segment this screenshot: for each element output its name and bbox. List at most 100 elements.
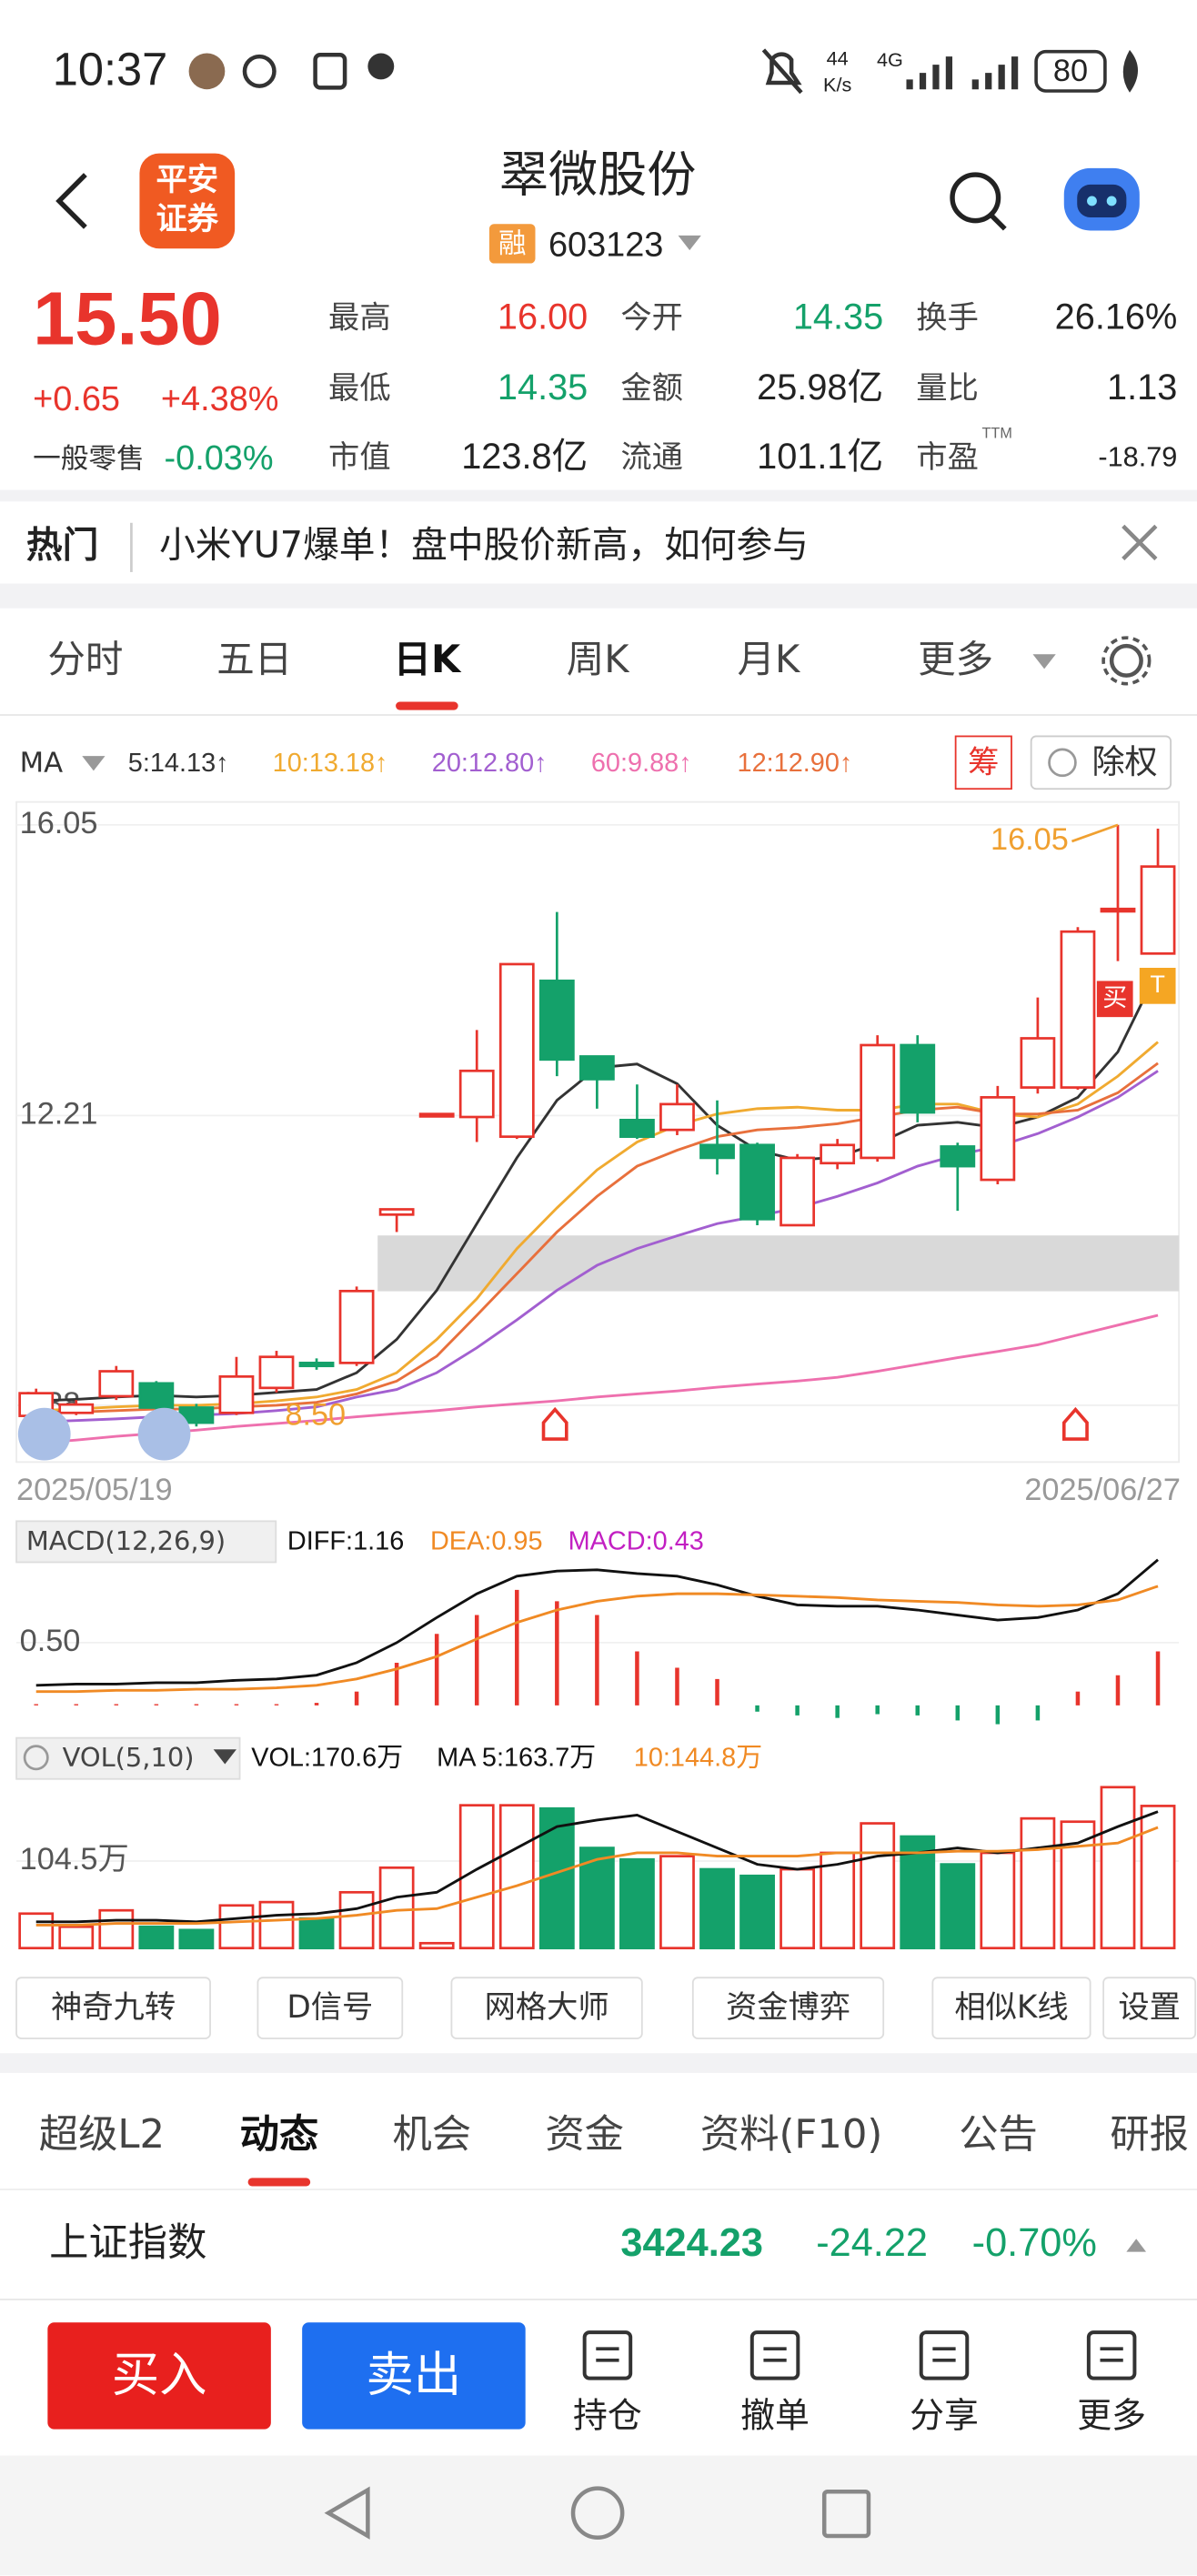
volume-bar xyxy=(18,1912,55,1950)
vol-dropdown[interactable] xyxy=(213,1749,236,1765)
volume-bar xyxy=(258,1900,295,1950)
kline-chart: 16.0512.218.385:14.13↑10:13.18↑20:12.80↑… xyxy=(16,749,1180,1445)
action-icon-detail xyxy=(932,2347,956,2362)
tool-button[interactable] xyxy=(1102,1977,1197,2039)
info-tabs: 超级L2 动态 机会 资金 资料(F10) 公告 研报 xyxy=(39,2112,1189,2187)
macd-selector[interactable] xyxy=(15,1520,277,1564)
volume-bar xyxy=(699,1867,735,1950)
info-tab[interactable]: 超级L2 xyxy=(39,2112,165,2158)
info-tab[interactable]: 机会 xyxy=(392,2112,471,2158)
buy-button[interactable] xyxy=(47,2322,271,2430)
nav-bar xyxy=(0,2455,1197,2576)
stat-note: TTM xyxy=(982,426,1012,442)
close-button[interactable] xyxy=(1122,524,1158,561)
volume-bar xyxy=(780,1867,816,1950)
vol-selector[interactable] xyxy=(15,1736,241,1780)
info-tab[interactable]: 研报 xyxy=(1110,2112,1189,2158)
stat-value: 16.00 xyxy=(498,297,588,337)
candle-body xyxy=(780,1156,816,1227)
battery-level: 80 xyxy=(1053,54,1088,88)
tab-indicator xyxy=(247,2178,311,2187)
event-icon[interactable] xyxy=(1061,1406,1089,1441)
nav-recent[interactable] xyxy=(821,2489,871,2539)
volume-bar xyxy=(298,1917,335,1950)
logo-text: 平安 xyxy=(156,162,219,198)
period-tab[interactable]: 分时 xyxy=(47,637,123,681)
action-icon[interactable] xyxy=(582,2330,633,2380)
candle-body xyxy=(418,1112,455,1118)
candle-body xyxy=(860,1043,896,1160)
tool-button[interactable] xyxy=(256,1977,404,2039)
candle-body xyxy=(900,1043,936,1114)
tool-button[interactable] xyxy=(450,1977,643,2039)
tool-button[interactable] xyxy=(931,1977,1091,2039)
status-time: 10:37 xyxy=(53,43,167,95)
action-icon[interactable] xyxy=(1086,2330,1137,2380)
candle-body xyxy=(659,1102,695,1132)
signal-icon xyxy=(906,56,1019,90)
info-tab[interactable]: 公告 xyxy=(959,2112,1038,2158)
expand-button[interactable] xyxy=(17,1407,71,1461)
volume-bar xyxy=(58,1925,95,1950)
sector: 一般零售 xyxy=(33,444,145,476)
tool-button[interactable] xyxy=(15,1977,211,2039)
sell-button[interactable] xyxy=(302,2322,526,2430)
action-icon[interactable] xyxy=(749,2330,800,2380)
battery-icon xyxy=(1034,49,1107,93)
candle-body xyxy=(619,1118,655,1138)
ma-legend: 5:14.13↑ xyxy=(128,749,229,778)
info-tab[interactable]: 资金 xyxy=(545,2112,624,2158)
logo xyxy=(139,153,236,249)
nav-back[interactable] xyxy=(324,2486,370,2540)
period-tab[interactable]: 日K xyxy=(394,637,463,681)
event-icon[interactable] xyxy=(541,1406,568,1441)
volume-bar xyxy=(178,1928,215,1950)
action-icon[interactable] xyxy=(919,2330,970,2380)
volume-bar xyxy=(940,1863,976,1950)
chips-label: 筹 xyxy=(968,745,999,781)
macd-line xyxy=(35,1558,1159,1687)
stat-value: 25.98亿 xyxy=(757,367,883,408)
tool-label: 神奇九转 xyxy=(51,1989,176,2026)
stat-label: 换手 xyxy=(916,299,979,336)
candle-body xyxy=(980,1096,1016,1182)
signal-badge xyxy=(1139,967,1176,1004)
tool-row: 神奇九转 D信号 网格大师 资金博弈 相似K线 设置 xyxy=(15,1977,1197,2039)
nav-home[interactable] xyxy=(570,2486,625,2541)
location-icon xyxy=(367,53,395,80)
info-tab[interactable]: 资料(F10) xyxy=(700,2112,882,2158)
period-tab[interactable]: 五日 xyxy=(216,637,292,681)
more-dropdown[interactable] xyxy=(1032,654,1056,669)
info-tab[interactable]: 动态 xyxy=(240,2112,319,2158)
stat-value: 14.35 xyxy=(498,367,588,408)
info-icon xyxy=(23,1745,49,1771)
period-tab[interactable]: 更多 xyxy=(918,637,993,681)
tool-button[interactable] xyxy=(691,1977,885,2039)
candle-body xyxy=(1060,930,1096,1089)
signal-label: 买 xyxy=(1102,984,1127,1012)
action-icon-detail xyxy=(596,2347,619,2362)
zoom-button[interactable] xyxy=(137,1407,191,1461)
period-tab[interactable]: 月K xyxy=(737,637,801,681)
index-toggle[interactable] xyxy=(1126,2239,1147,2252)
chips-button[interactable] xyxy=(954,735,1012,790)
change: +0.65 xyxy=(33,380,120,418)
settings-button[interactable] xyxy=(1109,643,1143,678)
back-button[interactable] xyxy=(55,173,87,229)
tool-label: 相似K线 xyxy=(954,1989,1068,2026)
search-button[interactable] xyxy=(950,172,1001,224)
period-tab[interactable]: 周K xyxy=(567,637,631,681)
ma-dropdown[interactable] xyxy=(82,756,106,771)
hot-text[interactable]: 小米YU7爆单！盘中股价新高，如何参与 xyxy=(159,524,809,566)
hot-tag: 热门 xyxy=(26,524,98,566)
network: 4G xyxy=(877,48,903,71)
candle-body xyxy=(138,1382,175,1409)
stat-label: 最低 xyxy=(328,370,391,407)
action-icon-detail xyxy=(1100,2347,1123,2362)
alarm-icon xyxy=(242,54,277,88)
candle-body xyxy=(98,1370,135,1398)
code-dropdown[interactable] xyxy=(678,235,701,251)
action-label: 持仓 xyxy=(573,2395,642,2435)
